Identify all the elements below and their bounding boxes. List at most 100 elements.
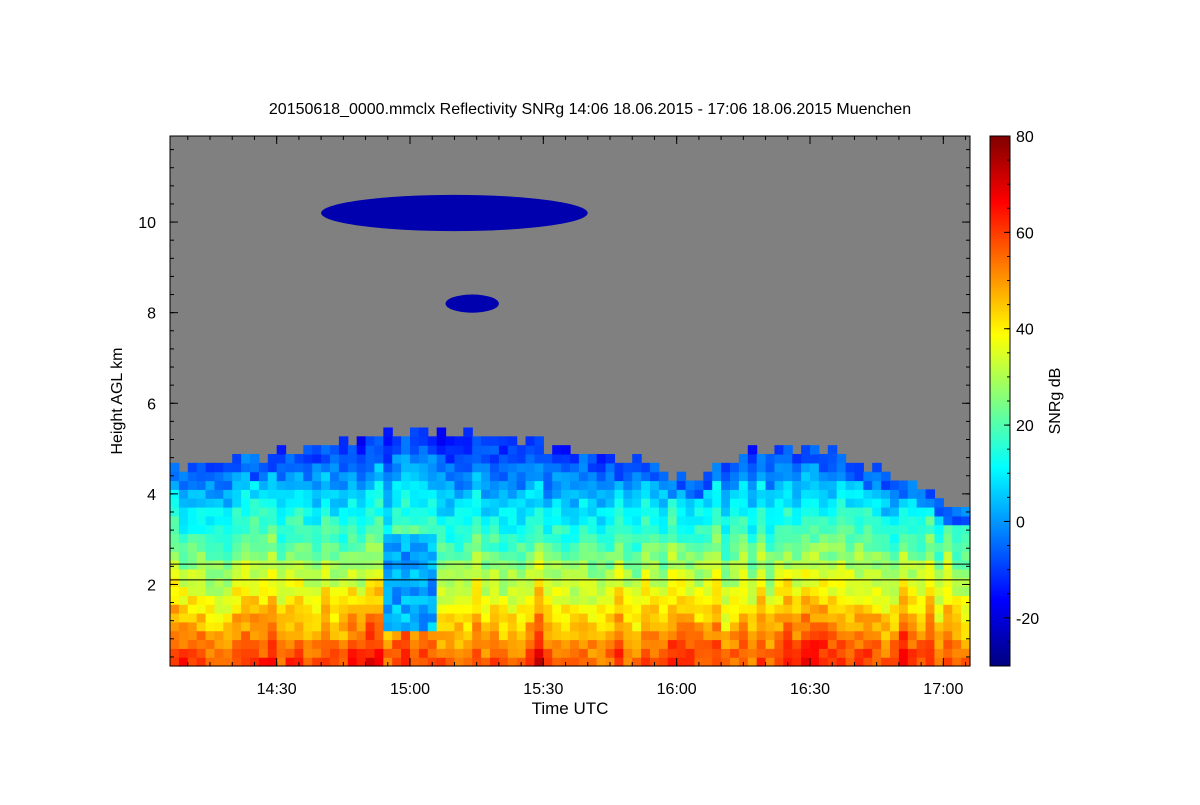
- heatmap-cell: [365, 630, 376, 641]
- heatmap-cell: [952, 621, 962, 632]
- heatmap-cell: [241, 639, 251, 649]
- heatmap-cell: [241, 454, 251, 464]
- heatmap-cell: [694, 480, 704, 490]
- heatmap-cell: [854, 648, 864, 658]
- heatmap-cell: [614, 648, 624, 658]
- heatmap-cell: [614, 524, 624, 535]
- heatmap-cell: [178, 524, 189, 535]
- heatmap-cell: [552, 462, 562, 473]
- heatmap-cell: [445, 498, 456, 508]
- heatmap-cell: [658, 586, 669, 596]
- heatmap-cell: [250, 489, 260, 499]
- heatmap-cell: [890, 524, 900, 535]
- heatmap-cell: [827, 533, 838, 543]
- heatmap-cell: [570, 462, 580, 473]
- heatmap-cell: [472, 454, 482, 464]
- heatmap-cell: [347, 445, 358, 455]
- heatmap-cell: [747, 507, 758, 517]
- heatmap-cell: [463, 436, 473, 446]
- heatmap-cell: [694, 586, 704, 596]
- heatmap-cell: [472, 577, 482, 588]
- heatmap-cell: [614, 480, 624, 490]
- heatmap-cell: [276, 551, 287, 561]
- heatmap-cell: [890, 613, 900, 623]
- heatmap-cell: [747, 524, 758, 535]
- heatmap-cell: [934, 639, 944, 649]
- heatmap-cell: [756, 639, 767, 649]
- heatmap-cell: [632, 524, 642, 535]
- heatmap-cell: [898, 498, 909, 508]
- heatmap-cell: [312, 560, 322, 570]
- heatmap-cell: [365, 462, 376, 473]
- heatmap-cell: [801, 524, 811, 535]
- heatmap-cell: [596, 515, 607, 526]
- heatmap-cell: [490, 551, 500, 561]
- heatmap-cell: [836, 621, 847, 632]
- heatmap-cell: [347, 621, 358, 632]
- heatmap-cell: [267, 613, 278, 623]
- heatmap-cell: [401, 613, 411, 623]
- heatmap-cell: [481, 436, 491, 446]
- heatmap-cell: [685, 648, 696, 658]
- heatmap-cell: [276, 515, 287, 526]
- heatmap-cell: [783, 480, 793, 490]
- heatmap-cell: [916, 542, 927, 552]
- heatmap-cell: [543, 454, 553, 464]
- heatmap-cell: [650, 524, 660, 535]
- heatmap-cell: [685, 507, 696, 517]
- heatmap-cell: [570, 489, 580, 499]
- heatmap-cell: [596, 507, 607, 517]
- heatmap-cell: [498, 648, 509, 658]
- heatmap-cell: [792, 498, 802, 508]
- heatmap-cell: [587, 454, 598, 464]
- heatmap-cell: [810, 568, 820, 579]
- heatmap-cell: [774, 471, 784, 482]
- heatmap-cell: [490, 515, 500, 526]
- heatmap-cell: [490, 613, 500, 623]
- heatmap-cell: [667, 560, 678, 570]
- heatmap-cell: [712, 542, 722, 552]
- heatmap-cell: [294, 551, 304, 561]
- heatmap-cell: [534, 515, 544, 526]
- heatmap-cell: [650, 595, 660, 605]
- heatmap-cell: [356, 436, 367, 446]
- chart-title: 20150618_0000.mmclx Reflectivity SNRg 14…: [269, 101, 911, 118]
- heatmap-cell: [756, 586, 767, 596]
- heatmap-cell: [703, 621, 713, 632]
- heatmap-cell: [463, 613, 473, 623]
- heatmap-cell: [374, 586, 384, 596]
- heatmap-cell: [383, 480, 393, 490]
- heatmap-cell: [321, 507, 331, 517]
- heatmap-cell: [303, 648, 313, 658]
- heatmap-cell: [223, 524, 233, 535]
- heatmap-cell: [632, 454, 642, 464]
- heatmap-cell: [267, 533, 278, 543]
- heatmap-cell: [196, 621, 207, 632]
- heatmap-cell: [916, 639, 927, 649]
- heatmap-cell: [614, 639, 624, 649]
- heatmap-cell: [436, 586, 447, 596]
- heatmap-cell: [481, 630, 491, 641]
- heatmap-cell: [783, 560, 793, 570]
- heatmap-cell: [561, 507, 571, 517]
- heatmap-cell: [738, 454, 749, 464]
- heatmap-cell: [516, 613, 527, 623]
- heatmap-cell: [721, 462, 731, 473]
- heatmap-cell: [321, 480, 331, 490]
- heatmap-cell: [596, 613, 607, 623]
- heatmap-cell: [961, 577, 971, 588]
- heatmap-cell: [454, 533, 464, 543]
- heatmap-cell: [641, 498, 651, 508]
- heatmap-cell: [418, 471, 429, 482]
- heatmap-cell: [205, 480, 216, 490]
- heatmap-cell: [605, 568, 616, 579]
- heatmap-cell: [738, 568, 749, 579]
- heatmap-cell: [898, 489, 909, 499]
- heatmap-cell: [738, 657, 749, 667]
- heatmap-cell: [205, 498, 216, 508]
- heatmap-cell: [330, 648, 340, 658]
- heatmap-cell: [721, 568, 731, 579]
- heatmap-cell: [312, 515, 322, 526]
- heatmap-cell: [516, 551, 527, 561]
- heatmap-cell: [498, 560, 509, 570]
